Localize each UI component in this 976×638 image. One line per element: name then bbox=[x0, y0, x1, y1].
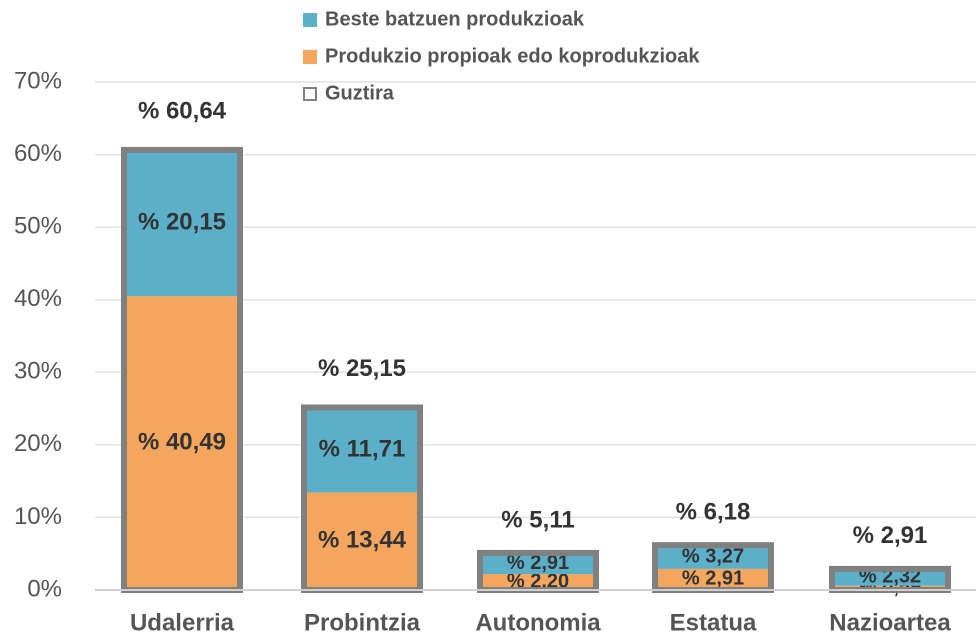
value-label: % 2,91 bbox=[682, 568, 744, 590]
value-label: % 40,49 bbox=[138, 428, 226, 455]
x-tick-label: Nazioartea bbox=[829, 609, 951, 636]
bar-segment bbox=[124, 296, 240, 590]
total-label: % 25,15 bbox=[318, 355, 406, 382]
value-label: % 3,27 bbox=[682, 545, 744, 567]
total-label: % 60,64 bbox=[138, 97, 227, 124]
y-tick-label: 50% bbox=[14, 212, 62, 239]
y-tick-label: 40% bbox=[14, 285, 62, 312]
legend-label: Produkzio propioak edo koprodukzioak bbox=[325, 45, 700, 67]
bar-segment bbox=[304, 492, 420, 590]
value-label: % 2,91 bbox=[507, 552, 569, 574]
y-tick-label: 20% bbox=[14, 430, 62, 457]
legend-swatch bbox=[303, 50, 317, 64]
bar-segment bbox=[832, 568, 948, 586]
y-tick-label: 0% bbox=[27, 575, 62, 602]
legend-label: Guztira bbox=[325, 82, 395, 104]
legend-label: Beste batzuen produkzioak bbox=[325, 8, 585, 30]
bar-segment bbox=[304, 407, 420, 493]
total-label: % 2,91 bbox=[853, 522, 928, 549]
value-label: % 13,44 bbox=[318, 527, 407, 554]
bar-segment bbox=[124, 149, 240, 297]
x-tick-label: Autonomia bbox=[475, 609, 601, 636]
x-tick-label: Estatua bbox=[670, 609, 757, 636]
bar-segment bbox=[480, 574, 596, 590]
bar-segment bbox=[655, 545, 771, 569]
y-tick-label: 70% bbox=[14, 67, 62, 94]
x-tick-label: Udalerria bbox=[130, 609, 235, 636]
bar-segment bbox=[655, 568, 771, 590]
y-tick-label: 60% bbox=[14, 140, 62, 167]
value-label: % 2,20 bbox=[507, 570, 569, 592]
y-tick-label: 10% bbox=[14, 503, 62, 530]
x-tick-label: Probintzia bbox=[304, 609, 421, 636]
value-label: % 11,71 bbox=[319, 435, 406, 462]
bar-segment bbox=[480, 552, 596, 575]
legend-swatch bbox=[303, 87, 317, 101]
total-label: % 5,11 bbox=[501, 506, 574, 533]
y-tick-label: 30% bbox=[14, 358, 62, 385]
value-label: % 20,15 bbox=[138, 208, 226, 235]
legend-swatch bbox=[303, 13, 317, 27]
total-label: % 6,18 bbox=[676, 498, 751, 525]
